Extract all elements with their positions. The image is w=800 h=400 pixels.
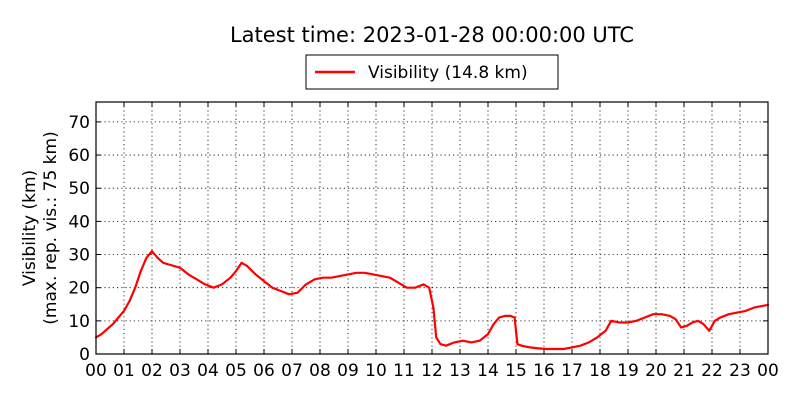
y-tick-label: 70: [68, 113, 90, 133]
x-tick-label: 12: [421, 361, 443, 381]
x-tick-label: 03: [169, 361, 191, 381]
x-tick-label: 04: [197, 361, 219, 381]
x-tick-label: 18: [589, 361, 611, 381]
x-tick-label: 22: [701, 361, 723, 381]
x-tick-label: 16: [533, 361, 555, 381]
x-tick-label: 23: [729, 361, 751, 381]
x-tick-label: 13: [449, 361, 471, 381]
x-tick-label: 14: [477, 361, 499, 381]
x-tick-label: 11: [393, 361, 415, 381]
y-tick-label: 0: [79, 345, 90, 365]
x-tick-label: 15: [505, 361, 527, 381]
x-tick-label: 10: [365, 361, 387, 381]
x-tick-label: 20: [645, 361, 667, 381]
y-tick-label: 60: [68, 146, 90, 166]
x-tick-label: 01: [113, 361, 135, 381]
chart-title: Latest time: 2023-01-28 00:00:00 UTC: [230, 23, 634, 47]
x-tick-label: 08: [309, 361, 331, 381]
legend-label: Visibility (14.8 km): [368, 63, 528, 83]
y-tick-labels: 0 10 20 30 40 50 60 70: [68, 113, 90, 365]
y-tick-label: 30: [68, 246, 90, 266]
y-tick-label: 10: [68, 312, 90, 332]
y-axis-label-line2: (max. rep. vis.: 75 km): [41, 131, 61, 324]
x-tick-label: 17: [561, 361, 583, 381]
x-tick-labels: 00 01 02 03 04 05 06 07 08 09 10 11 12 13 14 15 16 17 18 19…: [85, 361, 779, 381]
x-tick-label: 21: [673, 361, 695, 381]
x-tick-label: 09: [337, 361, 359, 381]
x-tick-label: 02: [141, 361, 163, 381]
y-axis-label-line1: Visibility (km): [20, 170, 40, 286]
plot-area-frame: [95, 101, 769, 355]
y-tick-label: 40: [68, 212, 90, 232]
x-tick-label: 19: [617, 361, 639, 381]
y-tick-label: 20: [68, 279, 90, 299]
y-tick-label: 50: [68, 179, 90, 199]
chart-legend: Visibility (14.8 km): [305, 54, 559, 90]
x-tick-label: 00: [85, 361, 107, 381]
x-tick-label: 06: [253, 361, 275, 381]
x-tick-label: 07: [281, 361, 303, 381]
series-line-visibility: [94, 250, 770, 351]
x-tick-label: 00: [757, 361, 779, 381]
x-tick-label: 05: [225, 361, 247, 381]
series-group: [94, 250, 770, 351]
